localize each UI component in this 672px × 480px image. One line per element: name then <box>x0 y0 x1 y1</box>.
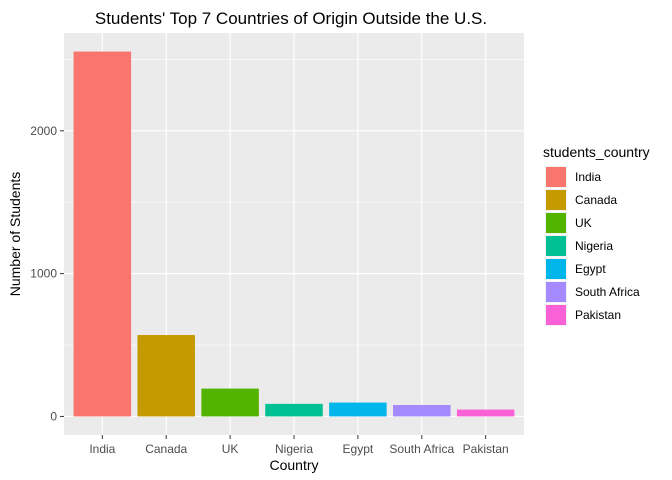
bar-india <box>73 51 132 417</box>
x-tick-label: UK <box>222 442 239 456</box>
legend-label: Pakistan <box>575 308 621 322</box>
legend-key-uk <box>546 213 566 233</box>
bar-egypt <box>329 402 387 417</box>
x-tick-label: Pakistan <box>463 442 509 456</box>
chart-title: Students' Top 7 Countries of Origin Outs… <box>95 9 487 28</box>
x-axis-ticks: India Canada UK Nigeria Egypt South Africa Pak… <box>89 435 509 456</box>
legend-key-pakistan <box>546 305 566 325</box>
y-axis-ticks: 0 1000 2000 <box>30 124 64 423</box>
legend-label: Egypt <box>575 262 606 276</box>
legend-items: India Canada UK Nigeria Egypt South Africa Pak… <box>545 166 640 326</box>
bar-nigeria <box>265 403 323 417</box>
bar-south-africa <box>393 405 451 417</box>
y-tick-label: 1000 <box>30 267 57 281</box>
legend-title: students_country <box>543 144 650 160</box>
x-tick-label: South Africa <box>389 442 454 456</box>
bar-canada <box>137 335 195 417</box>
legend-label: Canada <box>575 193 617 207</box>
legend-label: Nigeria <box>575 239 613 253</box>
x-tick-label: India <box>89 442 115 456</box>
legend-key-south-africa <box>546 282 566 302</box>
legend-label: India <box>575 170 601 184</box>
y-axis-title: Number of Students <box>7 172 23 297</box>
bar-uk <box>201 388 259 417</box>
bars <box>73 51 515 417</box>
legend-key-canada <box>546 190 566 210</box>
legend-key-india <box>546 167 566 187</box>
x-tick-label: Canada <box>145 442 187 456</box>
x-tick-label: Egypt <box>343 442 374 456</box>
legend-key-nigeria <box>546 236 566 256</box>
y-tick-label: 0 <box>50 409 57 423</box>
legend-label: UK <box>575 216 592 230</box>
bar-pakistan <box>456 409 515 417</box>
legend: students_country India Canada UK Nigeria Egy… <box>543 144 650 326</box>
x-axis-title: Country <box>269 457 318 473</box>
x-tick-label: Nigeria <box>275 442 313 456</box>
y-tick-label: 2000 <box>30 124 57 138</box>
legend-label: South Africa <box>575 285 640 299</box>
legend-key-egypt <box>546 259 566 279</box>
